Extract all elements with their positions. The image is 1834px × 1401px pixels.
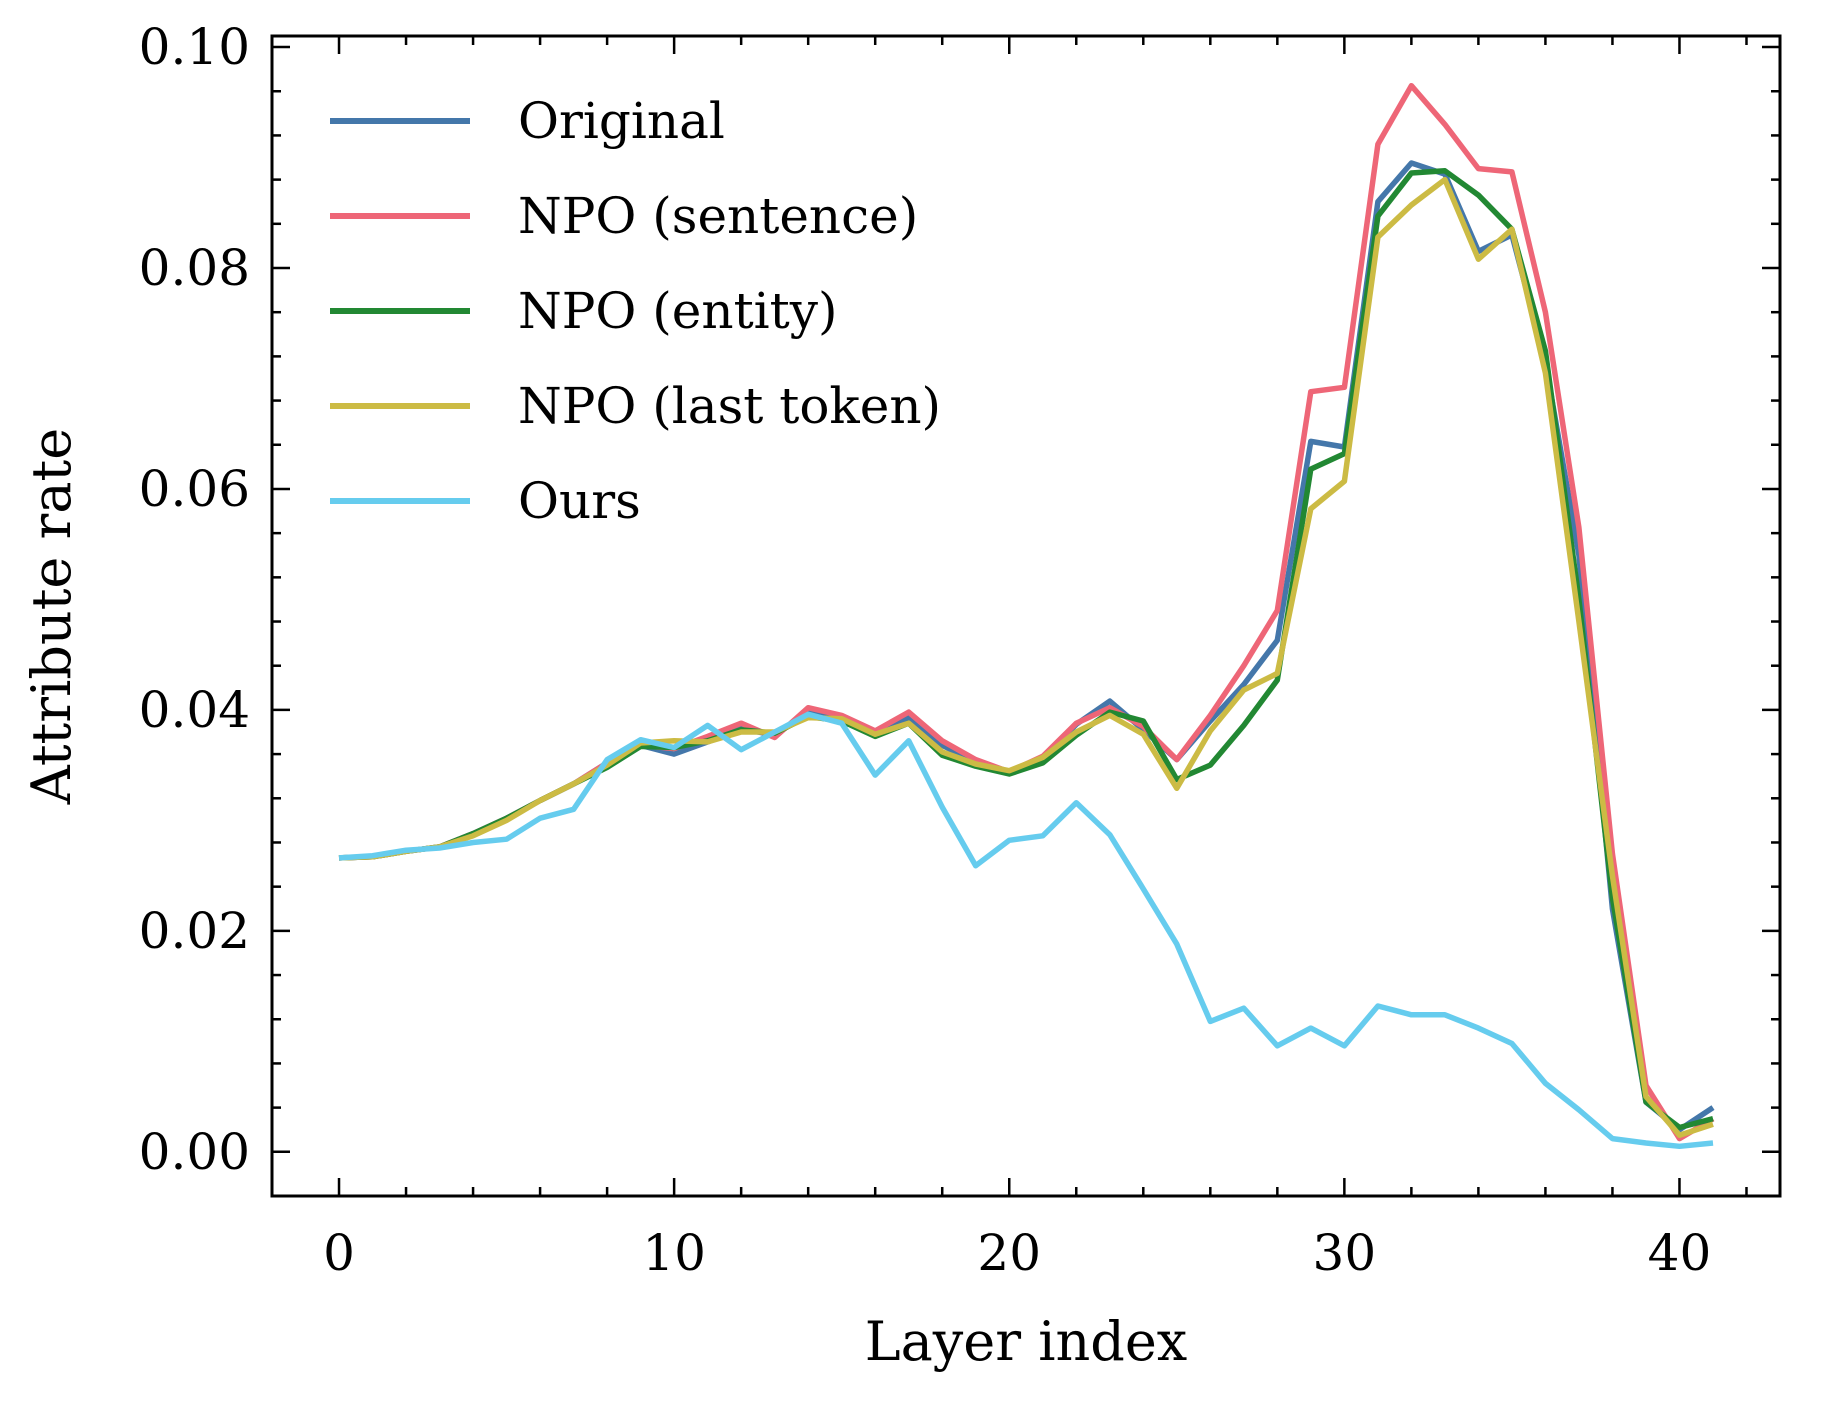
y-tick-label: 0.04 <box>139 681 250 739</box>
x-tick-label: 30 <box>1313 1224 1377 1282</box>
legend-label: NPO (entity) <box>518 282 838 340</box>
x-tick-label: 0 <box>323 1224 355 1282</box>
series-layer <box>338 82 1715 1150</box>
series-line-npo-last-token <box>338 176 1714 1138</box>
y-tick-label: 0.08 <box>139 239 250 297</box>
y-tick-label: 0.06 <box>139 460 250 518</box>
x-tick-label: 40 <box>1648 1224 1712 1282</box>
x-tick-label: 20 <box>977 1224 1041 1282</box>
y-tick-label: 0.00 <box>139 1123 250 1181</box>
x-axis-label: Layer index <box>865 1310 1188 1373</box>
y-tick-label: 0.10 <box>139 18 250 76</box>
legend: Original NPO (sentence) NPO (entity) NPO (l… <box>330 92 941 530</box>
legend-label: Original <box>518 92 725 150</box>
legend-label: NPO (sentence) <box>518 187 918 245</box>
plot-frame <box>270 34 1782 1198</box>
x-tick-label: 10 <box>642 1224 706 1282</box>
legend-label: Ours <box>518 472 641 530</box>
legend-label: NPO (last token) <box>518 377 941 435</box>
y-axis-label: Attribute rate <box>20 428 83 805</box>
tick-labels-layer: 0 10 20 30 40 0.00 0.02 0.04 0.06 0.08 0.10 <box>139 18 1712 1282</box>
y-tick-label: 0.02 <box>139 902 250 960</box>
series-line-ours <box>338 711 1714 1150</box>
